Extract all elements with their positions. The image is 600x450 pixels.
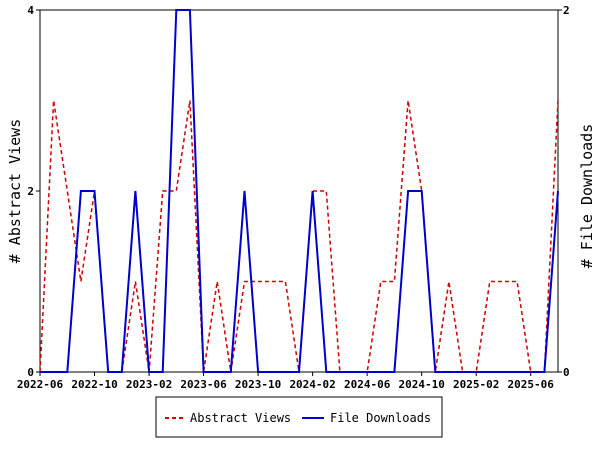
left-tick-label: 0 xyxy=(27,366,34,379)
right-axis-ticks: 02 xyxy=(558,4,570,379)
x-tick-label: 2023-10 xyxy=(235,378,281,391)
legend-box xyxy=(155,396,443,438)
x-tick-label: 2025-02 xyxy=(453,378,499,391)
right-axis-label: # File Downloads xyxy=(578,124,596,269)
legend-label-abstract-views: Abstract Views xyxy=(190,411,291,425)
legend: Abstract Views File Downloads xyxy=(155,396,443,438)
x-tick-label: 2022-10 xyxy=(71,378,117,391)
x-tick-label: 2023-06 xyxy=(180,378,227,391)
x-tick-label: 2024-10 xyxy=(399,378,445,391)
left-tick-label: 2 xyxy=(27,185,34,198)
x-tick-label: 2024-02 xyxy=(289,378,335,391)
left-axis-label: # Abstract Views xyxy=(6,119,24,264)
plot-frame xyxy=(39,9,559,373)
x-tick-label: 2023-02 xyxy=(126,378,172,391)
right-tick-label: 0 xyxy=(563,366,570,379)
x-axis-ticks: 2022-06 2022-10 2023-02 2023-06 2023-10 2024-… xyxy=(17,372,554,391)
left-axis-ticks: 0 2 4 xyxy=(27,4,40,379)
left-tick-label: 4 xyxy=(27,4,34,17)
legend-label-file-downloads: File Downloads xyxy=(330,411,431,425)
x-tick-label: 2025-06 xyxy=(508,378,555,391)
right-tick-label: 2 xyxy=(563,4,570,17)
x-tick-label: 2022-06 xyxy=(17,378,64,391)
series-layer xyxy=(39,9,559,373)
x-tick-label: 2024-06 xyxy=(344,378,391,391)
series-line-file-downloads xyxy=(40,9,559,373)
